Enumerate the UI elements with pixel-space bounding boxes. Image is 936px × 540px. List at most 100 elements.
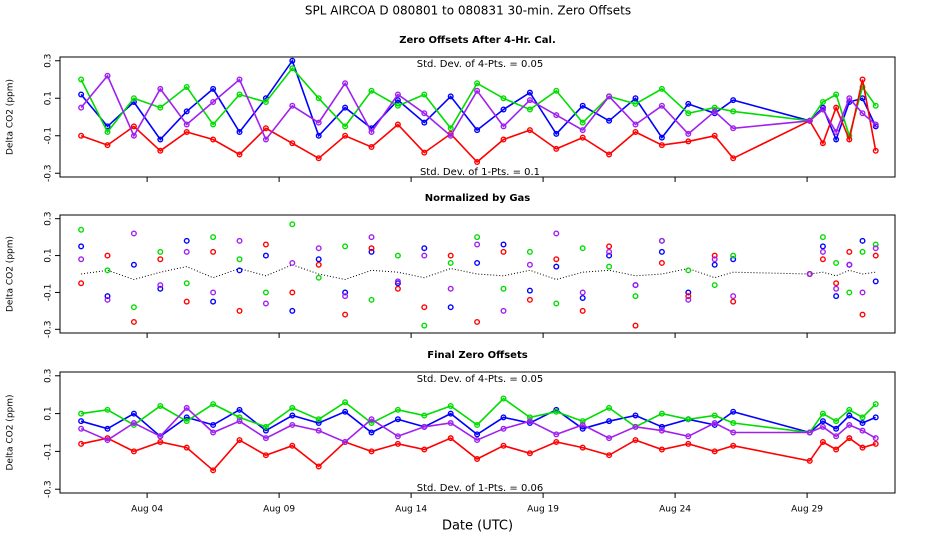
data-point bbox=[78, 76, 85, 83]
data-point bbox=[368, 248, 375, 255]
data-point bbox=[474, 431, 481, 438]
series-line bbox=[80, 397, 877, 434]
data-point bbox=[553, 431, 560, 438]
data-point bbox=[632, 412, 639, 419]
data-point bbox=[685, 100, 692, 107]
data-point bbox=[289, 259, 296, 266]
data-point bbox=[553, 112, 560, 119]
data-point bbox=[806, 271, 813, 278]
data-point bbox=[210, 429, 217, 436]
main-title: SPL AIRCOA D 080801 to 080831 30-min. Ze… bbox=[305, 4, 631, 18]
data-point bbox=[289, 57, 296, 64]
data-point bbox=[210, 85, 217, 92]
annotation: Std. Dev. of 1-Pts. = 0.06 bbox=[417, 483, 543, 494]
data-point bbox=[157, 147, 164, 154]
data-point bbox=[157, 136, 164, 143]
data-point bbox=[315, 261, 322, 268]
data-point bbox=[394, 285, 401, 292]
y-tick-label: -0.3 bbox=[44, 164, 54, 182]
data-point bbox=[872, 147, 879, 154]
data-point bbox=[262, 423, 269, 430]
data-point bbox=[685, 440, 692, 447]
data-point bbox=[806, 457, 813, 464]
data-point bbox=[394, 440, 401, 447]
data-point bbox=[262, 300, 269, 307]
data-point bbox=[394, 121, 401, 128]
data-point bbox=[500, 248, 507, 255]
data-point bbox=[104, 296, 111, 303]
data-point bbox=[78, 132, 85, 139]
data-point bbox=[262, 452, 269, 459]
data-point bbox=[315, 463, 322, 470]
data-point bbox=[421, 304, 428, 311]
data-point bbox=[236, 91, 243, 98]
data-point bbox=[421, 91, 428, 98]
data-point bbox=[859, 289, 866, 296]
data-point bbox=[262, 427, 269, 434]
data-point bbox=[130, 95, 137, 102]
y-axis-label: Delta CO2 (ppm) bbox=[6, 236, 16, 312]
data-point bbox=[421, 119, 428, 126]
data-point bbox=[236, 267, 243, 274]
data-point bbox=[526, 127, 533, 134]
data-point bbox=[579, 134, 586, 141]
data-point bbox=[579, 127, 586, 134]
data-point bbox=[104, 267, 111, 274]
data-point bbox=[210, 298, 217, 305]
data-point bbox=[447, 285, 454, 292]
data-point bbox=[685, 433, 692, 440]
data-point bbox=[315, 132, 322, 139]
data-point bbox=[500, 285, 507, 292]
data-point bbox=[78, 425, 85, 432]
data-point bbox=[833, 446, 840, 453]
data-point bbox=[236, 307, 243, 314]
data-point bbox=[658, 427, 665, 434]
data-point bbox=[368, 416, 375, 423]
data-point bbox=[833, 293, 840, 300]
data-point bbox=[447, 410, 454, 417]
data-point bbox=[579, 418, 586, 425]
data-point bbox=[859, 237, 866, 244]
data-point bbox=[711, 412, 718, 419]
data-point bbox=[342, 132, 349, 139]
data-point bbox=[500, 136, 507, 143]
data-point bbox=[872, 245, 879, 252]
data-point bbox=[500, 106, 507, 113]
data-point bbox=[526, 248, 533, 255]
data-point bbox=[526, 414, 533, 421]
data-point bbox=[157, 85, 164, 92]
data-point bbox=[872, 435, 879, 442]
data-point bbox=[130, 448, 137, 455]
data-point bbox=[859, 444, 866, 451]
data-point bbox=[183, 298, 190, 305]
annotation: Std. Dev. of 4-Pts. = 0.05 bbox=[417, 374, 543, 385]
data-point bbox=[819, 256, 826, 263]
data-point bbox=[606, 435, 613, 442]
data-point bbox=[210, 98, 217, 105]
data-point bbox=[289, 65, 296, 72]
data-point bbox=[236, 237, 243, 244]
data-point bbox=[526, 418, 533, 425]
y-tick-label: 0.1 bbox=[44, 248, 54, 262]
data-point bbox=[606, 151, 613, 158]
data-point bbox=[730, 108, 737, 115]
data-point bbox=[553, 300, 560, 307]
data-point bbox=[500, 95, 507, 102]
data-point bbox=[711, 256, 718, 263]
annotation: Std. Dev. of 4-Pts. = 0.05 bbox=[417, 59, 543, 70]
plot-frame bbox=[59, 371, 896, 494]
data-point bbox=[606, 418, 613, 425]
data-point bbox=[872, 414, 879, 421]
data-point bbox=[606, 243, 613, 250]
data-point bbox=[872, 440, 879, 447]
y-axis-label: Delta CO2 (ppm) bbox=[6, 394, 16, 470]
data-point bbox=[368, 234, 375, 241]
data-point bbox=[157, 438, 164, 445]
data-point bbox=[658, 423, 665, 430]
data-point bbox=[78, 104, 85, 111]
data-point bbox=[806, 117, 813, 124]
data-point bbox=[526, 296, 533, 303]
y-tick-label: 0.1 bbox=[44, 406, 54, 420]
data-point bbox=[730, 155, 737, 162]
data-point bbox=[183, 121, 190, 128]
